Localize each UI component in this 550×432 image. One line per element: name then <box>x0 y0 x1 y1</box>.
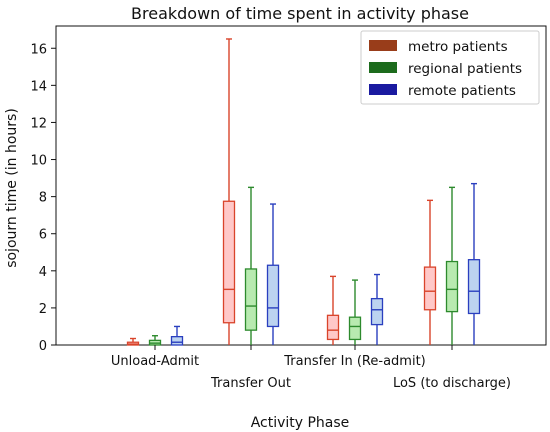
box-iqr <box>326 314 340 341</box>
box-metro-patients <box>423 199 437 345</box>
x-tick-label: Unload-Admit <box>111 354 199 369</box>
y-axis: 0 2 4 6 8 10 12 14 16 <box>30 42 56 354</box>
box-iqr <box>244 268 258 331</box>
box-remote-patients <box>266 203 280 345</box>
y-tick-label: 8 <box>39 191 47 206</box>
box-regional-patients <box>244 186 258 345</box>
plot-frame <box>55 25 547 346</box>
x-tick-label: Transfer Out <box>210 376 291 391</box>
box-remote-patients <box>170 325 184 346</box>
y-tick-label: 12 <box>30 116 47 131</box>
box-regional-patients <box>348 279 362 345</box>
y-tick-label: 0 <box>39 339 47 354</box>
legend-swatch <box>369 84 397 95</box>
box-plots <box>126 38 481 346</box>
chart-title: Breakdown of time spent in activity phas… <box>131 4 469 23</box>
y-tick-label: 16 <box>30 42 47 57</box>
legend: metro patients regional patients remote pa… <box>360 30 540 105</box>
box-regional-patients <box>148 335 162 346</box>
legend-swatch <box>369 62 397 73</box>
x-axis: Unload-Admit Transfer Out Transfer In (Re-… <box>111 345 511 391</box>
box-iqr <box>467 259 481 315</box>
box-iqr <box>370 297 384 326</box>
box-iqr <box>266 264 280 328</box>
legend-swatch <box>369 40 397 51</box>
legend-frame <box>360 30 540 105</box>
box-iqr <box>170 336 184 346</box>
y-tick-label: 2 <box>39 302 47 317</box>
legend-label: remote patients <box>408 83 516 99</box>
box-iqr <box>423 266 437 311</box>
box-remote-patients <box>370 273 384 345</box>
y-tick-label: 6 <box>39 228 47 243</box>
legend-label: metro patients <box>408 39 508 55</box>
box-iqr <box>222 200 236 324</box>
legend-label: regional patients <box>408 61 522 77</box>
y-tick-label: 4 <box>39 265 47 280</box>
y-tick-label: 14 <box>30 79 47 94</box>
box-metro-patients <box>326 275 340 345</box>
x-tick-label: Transfer In (Re-admit) <box>283 354 425 369</box>
box-regional-patients <box>445 186 459 345</box>
box-metro-patients <box>222 38 236 345</box>
box-iqr <box>348 316 362 341</box>
y-axis-title: sojourn time (in hours) <box>4 108 20 268</box>
x-tick-label: LoS (to discharge) <box>393 376 511 391</box>
box-iqr <box>445 260 459 313</box>
box-remote-patients <box>467 182 481 345</box>
box-metro-patients <box>126 337 140 346</box>
x-axis-title: Activity Phase <box>251 415 350 431</box>
y-tick-label: 10 <box>30 154 47 169</box>
